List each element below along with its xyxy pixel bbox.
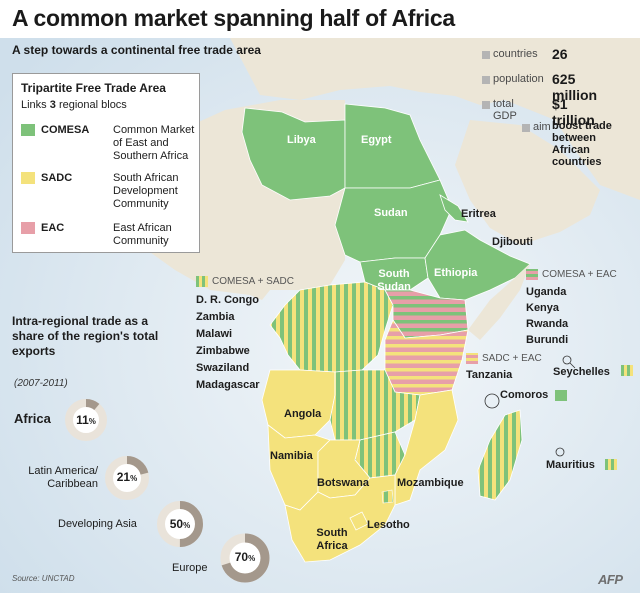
donut-label-developing-asia: Developing Asia: [58, 518, 137, 530]
trade-title: Intra-regional trade as a share of the r…: [12, 314, 159, 358]
label-seychelles: Seychelles: [553, 366, 610, 378]
mauritius-marker: [555, 447, 565, 457]
comoros-marker: [484, 393, 500, 409]
country-mozambique: [394, 389, 459, 506]
comesa-eac-list: Uganda Kenya Rwanda Burundi: [526, 284, 568, 348]
label-egypt: Egypt: [361, 134, 392, 146]
label-botswana: Botswana: [317, 477, 369, 489]
comesa-sadc-label: COMESA + SADC: [212, 276, 294, 287]
legend-swatch-eac: [21, 222, 35, 234]
country-eritrea: [439, 194, 469, 223]
donut-arc-europe: [220, 533, 270, 583]
seychelles-marker: [562, 355, 572, 365]
label-mauritius: Mauritius: [546, 459, 595, 471]
legend-swatch-sadc: [21, 172, 35, 184]
list-item: Rwanda: [526, 318, 569, 330]
country-zambia: [329, 369, 421, 441]
legend-title: Tripartite Free Trade Area: [21, 81, 166, 95]
donut-value-developing-asia: 50%: [169, 517, 191, 531]
comesa-sadc-swatch: [196, 276, 208, 287]
label-south-africa: South Africa: [316, 527, 348, 552]
sadc-eac-swatch: [466, 353, 478, 364]
donut-arc-latin-america: [105, 456, 149, 500]
donut-arc-developing-asia: [157, 501, 203, 547]
seychelles-chip: [621, 365, 633, 376]
label-eritrea: Eritrea: [461, 208, 496, 220]
label-angola: Angola: [284, 408, 322, 420]
country-libya: [241, 107, 346, 201]
list-item: Burundi: [526, 334, 569, 346]
label-tanzania: Tanzania: [466, 369, 513, 381]
list-item: Malawi: [196, 328, 233, 340]
list-item: Kenya: [526, 302, 560, 314]
label-djibouti: Djibouti: [492, 236, 533, 248]
list-item: Madagascar: [196, 379, 260, 391]
country-angola: [261, 369, 336, 439]
legend-swatch-comesa: [21, 124, 35, 136]
donut-value-latin-america: 21%: [116, 470, 138, 484]
source-note: Source: UNCTAD: [12, 574, 75, 583]
label-comoros: Comoros: [500, 389, 549, 401]
land-arabia: [455, 120, 600, 245]
sadc-eac-label: SADC + EAC: [482, 353, 542, 364]
label-sudan: Sudan: [374, 207, 408, 219]
comoros-chip: [555, 390, 567, 401]
land-europe: [230, 38, 640, 200]
list-item: Uganda: [526, 286, 567, 298]
label-south-sudan: South Sudan: [377, 268, 411, 293]
legend-box: Tripartite Free Trade Area Links 3 regio…: [12, 73, 200, 253]
label-namibia: Namibia: [270, 450, 313, 462]
trade-period: (2007-2011): [14, 378, 68, 389]
page-title: A common market spanning half of Africa: [12, 5, 455, 31]
page-subtitle: A step towards a continental free trade …: [12, 43, 261, 57]
comesa-eac-label: COMESA + EAC: [542, 269, 617, 280]
legend-subtitle: Links 3 regional blocs: [21, 99, 127, 111]
list-item: Zambia: [196, 311, 235, 323]
list-item: Zimbabwe: [196, 345, 250, 357]
country-swaziland: [381, 489, 394, 504]
comesa-sadc-list: D. R. Congo Zambia Malawi Zimbabwe Swazi…: [196, 292, 260, 394]
list-item: Swaziland: [196, 362, 250, 374]
label-libya: Libya: [287, 134, 316, 146]
donut-value-europe: 70%: [234, 550, 256, 564]
donut-label-europe: Europe: [172, 562, 208, 574]
donut-value-africa: 11%: [76, 413, 96, 427]
donut-label-latin-america: Latin America/ Caribbean: [28, 465, 98, 490]
label-mozambique: Mozambique: [397, 477, 464, 489]
label-ethiopia: Ethiopia: [434, 267, 478, 279]
list-item: D. R. Congo: [196, 294, 259, 306]
country-south-africa: [284, 474, 396, 563]
trade-donut-charts: [65, 399, 270, 583]
country-lesotho: [349, 511, 369, 531]
label-lesotho: Lesotho: [367, 519, 410, 531]
donut-arc-africa: [65, 399, 107, 441]
country-madagascar: [477, 409, 523, 501]
mauritius-chip: [605, 459, 617, 470]
donut-label-africa: Africa: [14, 411, 51, 426]
afp-logo: AFP: [598, 572, 623, 587]
comesa-eac-swatch: [526, 269, 538, 280]
land-somalia: [468, 264, 530, 340]
